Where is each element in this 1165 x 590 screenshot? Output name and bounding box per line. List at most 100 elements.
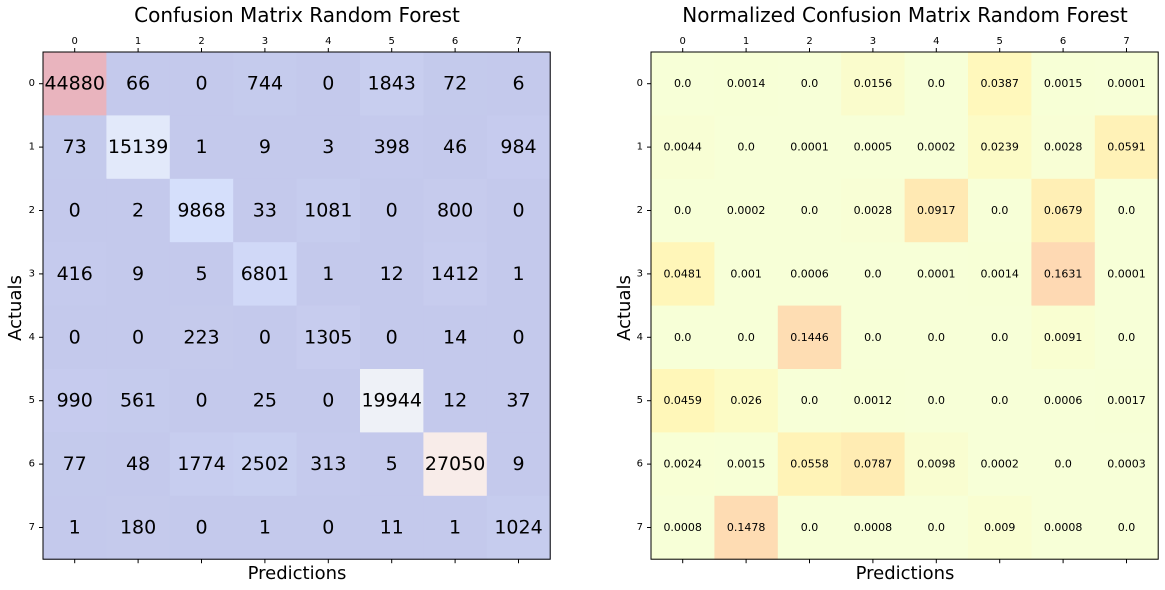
- heatmap-cell: [486, 495, 551, 560]
- cell-value-label: 33: [253, 200, 277, 222]
- cell-value-label: 0.0: [1118, 521, 1136, 534]
- heatmap-cell: [169, 369, 234, 433]
- cell-value-label: 77: [63, 453, 87, 475]
- heatmap-cell: [423, 52, 488, 116]
- heatmap-cell: [106, 305, 171, 370]
- normalized-confusion-matrix-panel: Normalized Confusion Matrix Random Fores…: [614, 3, 1159, 584]
- heatmap-cell: [1031, 305, 1096, 370]
- heatmap-cell: [1031, 369, 1096, 433]
- heatmap-cell: [233, 495, 298, 560]
- heatmap-cell: [233, 432, 298, 497]
- heatmap-cell: [904, 242, 969, 307]
- cell-value-label: 0.0006: [790, 267, 829, 280]
- x-tick-label: 4: [933, 36, 939, 47]
- heatmap-cell: [486, 432, 551, 497]
- cell-value-label: 1843: [368, 73, 416, 95]
- cell-value-label: 398: [374, 136, 410, 158]
- cell-value-label: 0.1478: [727, 521, 766, 534]
- heatmap-cell: [169, 495, 234, 560]
- cell-value-label: 0.0098: [917, 458, 956, 471]
- heatmap-cell: [904, 52, 969, 116]
- heatmap-cell: [904, 305, 969, 370]
- y-tick-label: 7: [29, 522, 35, 533]
- heatmap-cell: [106, 495, 171, 560]
- heatmap-cell: [1031, 432, 1096, 497]
- cell-value-label: 0.0591: [1107, 141, 1146, 154]
- cell-value-label: 0.0558: [790, 458, 829, 471]
- heatmap-cell: [904, 369, 969, 433]
- heatmap-cell: [106, 178, 171, 243]
- heatmap-cell: [777, 369, 842, 433]
- x-tick-label: 3: [870, 36, 876, 47]
- heatmap-cell: [360, 115, 424, 180]
- cell-value-label: 66: [126, 73, 150, 95]
- cell-value-label: 0: [195, 390, 207, 412]
- heatmap-cell: [651, 242, 715, 307]
- heatmap-cell: [169, 52, 234, 116]
- heatmap-cell: [486, 369, 551, 433]
- cell-value-label: 0.0: [674, 331, 692, 344]
- heatmap-cell: [968, 495, 1032, 560]
- heatmap-cell: [651, 369, 715, 433]
- heatmap-cell: [43, 432, 107, 497]
- x-axis-label: Predictions: [248, 563, 347, 584]
- heatmap-cell: [423, 369, 488, 433]
- cell-value-label: 5: [195, 263, 207, 285]
- cell-value-label: 6: [512, 73, 524, 95]
- heatmap-cell: [841, 242, 906, 307]
- heatmap-cell: [904, 178, 969, 243]
- cell-value-label: 0.0014: [980, 267, 1019, 280]
- heatmap-cell: [714, 178, 779, 243]
- heatmap-cell: [841, 305, 906, 370]
- cell-value-label: 0: [386, 326, 398, 348]
- heatmap-cell: [233, 178, 298, 243]
- heatmap-cell: [169, 242, 234, 307]
- x-tick-label: 0: [72, 36, 78, 47]
- heatmap-cell: [423, 178, 488, 243]
- cell-value-label: 0.0: [1118, 204, 1136, 217]
- cell-value-label: 0.0: [737, 141, 755, 154]
- cell-value-label: 2: [132, 200, 144, 222]
- heatmap-cell: [1094, 495, 1159, 560]
- x-tick-label: 6: [452, 36, 458, 47]
- heatmap-cell: [714, 369, 779, 433]
- cell-value-label: 0.0012: [854, 394, 893, 407]
- x-tick-label: 0: [680, 36, 686, 47]
- cell-value-label: 0.0: [1118, 331, 1136, 344]
- cell-value-label: 0.0008: [854, 521, 893, 534]
- heatmap-cell: [651, 115, 715, 180]
- x-tick-label: 2: [198, 36, 204, 47]
- y-axis-label: Actuals: [5, 275, 26, 341]
- heatmap-cell: [233, 115, 298, 180]
- cell-value-label: 223: [183, 326, 219, 348]
- cell-value-label: 72: [443, 73, 467, 95]
- heatmap-cell: [43, 115, 107, 180]
- heatmap-cell: [106, 369, 171, 433]
- cell-value-label: 990: [57, 390, 93, 412]
- cell-value-label: 0.0: [674, 204, 692, 217]
- cell-value-label: 180: [120, 517, 156, 539]
- heatmap-cell: [1031, 178, 1096, 243]
- cell-value-label: 0.0: [801, 394, 819, 407]
- cell-value-label: 0.0005: [854, 141, 893, 154]
- heatmap-cell: [904, 495, 969, 560]
- cell-value-label: 0.0: [928, 331, 946, 344]
- chart-title: Confusion Matrix Random Forest: [134, 3, 460, 27]
- confusion-matrix-panel: Confusion Matrix Random Forest Predictio…: [5, 3, 551, 584]
- cell-value-label: 0.0002: [727, 204, 766, 217]
- heatmap-cell: [423, 115, 488, 180]
- heatmap-cell: [777, 178, 842, 243]
- cell-value-label: 0: [322, 390, 334, 412]
- heatmap-cell: [714, 52, 779, 116]
- x-tick-label: 3: [262, 36, 268, 47]
- heatmap-cell: [714, 495, 779, 560]
- y-tick-label: 1: [637, 142, 643, 153]
- heatmap-cell: [296, 52, 361, 116]
- heatmap-cell: [233, 305, 298, 370]
- cell-value-label: 0.0008: [1044, 521, 1083, 534]
- heatmap-cell: [360, 52, 424, 116]
- cell-value-label: 1: [512, 263, 524, 285]
- heatmap-cell: [1094, 432, 1159, 497]
- heatmap-cell: [777, 495, 842, 560]
- y-tick-label: 2: [29, 205, 35, 216]
